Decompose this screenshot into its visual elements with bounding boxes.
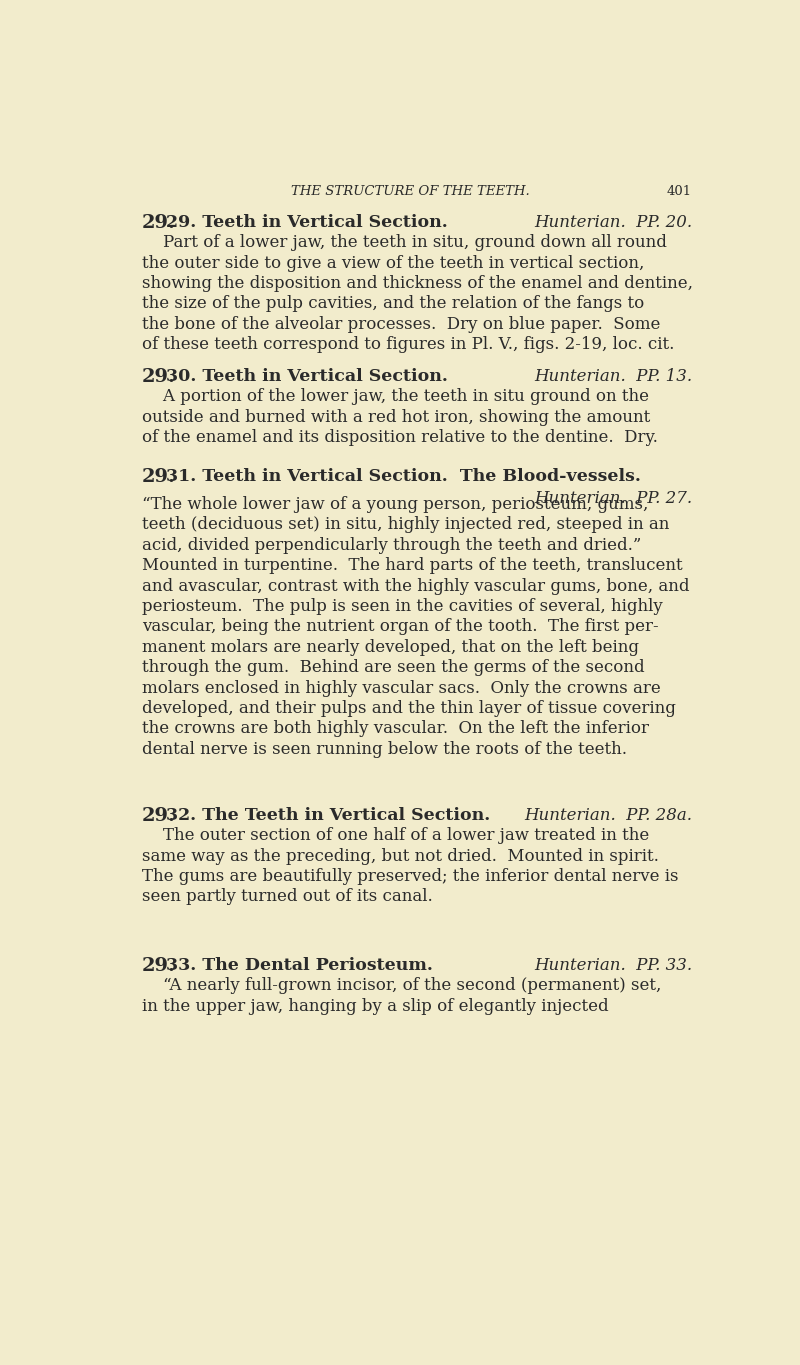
Text: 29.: 29. bbox=[142, 957, 176, 975]
Text: molars enclosed in highly vascular sacs.  Only the crowns are: molars enclosed in highly vascular sacs.… bbox=[142, 680, 661, 696]
Text: 29.: 29. bbox=[142, 468, 176, 486]
Text: the bone of the alveolar processes.  Dry on blue paper.  Some: the bone of the alveolar processes. Dry … bbox=[142, 315, 661, 333]
Text: Part of a lower jaw, the teeth in situ, ground down all round: Part of a lower jaw, the teeth in situ, … bbox=[142, 235, 667, 251]
Text: through the gum.  Behind are seen the germs of the second: through the gum. Behind are seen the ger… bbox=[142, 659, 645, 676]
Text: dental nerve is seen running below the roots of the teeth.: dental nerve is seen running below the r… bbox=[142, 741, 627, 758]
Text: 29.: 29. bbox=[142, 367, 176, 386]
Text: The gums are beautifully preserved; the inferior dental nerve is: The gums are beautifully preserved; the … bbox=[142, 868, 678, 885]
Text: 29.: 29. bbox=[142, 807, 176, 824]
Text: A portion of the lower jaw, the teeth in situ ground on the: A portion of the lower jaw, the teeth in… bbox=[142, 388, 649, 405]
Text: vascular, being the nutrient organ of the tooth.  The first per-: vascular, being the nutrient organ of th… bbox=[142, 618, 658, 636]
Text: 29. Teeth in Vertical Section.: 29. Teeth in Vertical Section. bbox=[166, 214, 447, 231]
Text: outside and burned with a red hot iron, showing the amount: outside and burned with a red hot iron, … bbox=[142, 408, 650, 426]
Text: 31. Teeth in Vertical Section.  The Blood-vessels.: 31. Teeth in Vertical Section. The Blood… bbox=[166, 468, 641, 485]
Text: Hunterian.  PP. 28a.: Hunterian. PP. 28a. bbox=[524, 807, 692, 823]
Text: The outer section of one half of a lower jaw treated in the: The outer section of one half of a lower… bbox=[142, 827, 650, 844]
Text: showing the disposition and thickness of the enamel and dentine,: showing the disposition and thickness of… bbox=[142, 276, 693, 292]
Text: the size of the pulp cavities, and the relation of the fangs to: the size of the pulp cavities, and the r… bbox=[142, 295, 645, 313]
Text: of the enamel and its disposition relative to the dentine.  Dry.: of the enamel and its disposition relati… bbox=[142, 429, 658, 446]
Text: the crowns are both highly vascular.  On the left the inferior: the crowns are both highly vascular. On … bbox=[142, 721, 649, 737]
Text: 32. The Teeth in Vertical Section.: 32. The Teeth in Vertical Section. bbox=[166, 807, 490, 823]
Text: THE STRUCTURE OF THE TEETH.: THE STRUCTURE OF THE TEETH. bbox=[290, 186, 530, 198]
Text: Hunterian.  PP. 27.: Hunterian. PP. 27. bbox=[534, 490, 692, 506]
Text: Hunterian.  PP. 13.: Hunterian. PP. 13. bbox=[534, 367, 692, 385]
Text: “The whole lower jaw of a young person, periosteum, gums,: “The whole lower jaw of a young person, … bbox=[142, 495, 649, 513]
Text: developed, and their pulps and the thin layer of tissue covering: developed, and their pulps and the thin … bbox=[142, 700, 676, 717]
Text: same way as the preceding, but not dried.  Mounted in spirit.: same way as the preceding, but not dried… bbox=[142, 848, 659, 864]
Text: “A nearly full-grown incisor, of the second (permanent) set,: “A nearly full-grown incisor, of the sec… bbox=[142, 977, 662, 994]
Text: the outer side to give a view of the teeth in vertical section,: the outer side to give a view of the tee… bbox=[142, 255, 645, 272]
Text: and avascular, contrast with the highly vascular gums, bone, and: and avascular, contrast with the highly … bbox=[142, 577, 690, 595]
Text: 29.: 29. bbox=[142, 214, 176, 232]
Text: in the upper jaw, hanging by a slip of elegantly injected: in the upper jaw, hanging by a slip of e… bbox=[142, 998, 609, 1014]
Text: seen partly turned out of its canal.: seen partly turned out of its canal. bbox=[142, 889, 433, 905]
Text: 30. Teeth in Vertical Section.: 30. Teeth in Vertical Section. bbox=[166, 367, 447, 385]
Text: 33. The Dental Periosteum.: 33. The Dental Periosteum. bbox=[166, 957, 433, 973]
Text: teeth (deciduous set) in situ, highly injected red, steeped in an: teeth (deciduous set) in situ, highly in… bbox=[142, 516, 670, 534]
Text: acid, divided perpendicularly through the teeth and dried.”: acid, divided perpendicularly through th… bbox=[142, 536, 642, 554]
Text: of these teeth correspond to figures in Pl. V., figs. 2-19, loc. cit.: of these teeth correspond to figures in … bbox=[142, 336, 674, 354]
Text: periosteum.  The pulp is seen in the cavities of several, highly: periosteum. The pulp is seen in the cavi… bbox=[142, 598, 663, 616]
Text: Mounted in turpentine.  The hard parts of the teeth, translucent: Mounted in turpentine. The hard parts of… bbox=[142, 557, 682, 575]
Text: 401: 401 bbox=[667, 186, 692, 198]
Text: Hunterian.  PP. 33.: Hunterian. PP. 33. bbox=[534, 957, 692, 973]
Text: Hunterian.  PP. 20.: Hunterian. PP. 20. bbox=[534, 214, 692, 231]
Text: manent molars are nearly developed, that on the left being: manent molars are nearly developed, that… bbox=[142, 639, 639, 655]
